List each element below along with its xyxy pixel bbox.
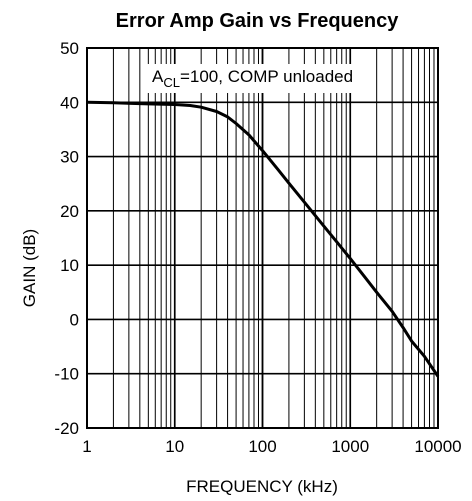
x-tick-label: 100 <box>248 437 276 456</box>
y-axis-label: GAIN (dB) <box>20 229 39 307</box>
x-tick-label: 10 <box>165 437 184 456</box>
y-tick-label: -10 <box>54 365 79 384</box>
tick-labels: 1 10 100 1000 10000 -20 -10 0 10 20 30 40 50 <box>54 39 461 456</box>
annotation-subscript: CL <box>163 75 180 90</box>
annotation-base: A <box>152 67 164 86</box>
x-tick-label: 1 <box>82 437 91 456</box>
y-tick-label: 0 <box>70 310 79 329</box>
annotation-label: ACL=100, COMP unloaded <box>152 67 353 90</box>
y-tick-label: 50 <box>60 39 79 58</box>
annotation-box <box>146 64 360 93</box>
y-tick-label: 30 <box>60 148 79 167</box>
y-tick-label: 10 <box>60 256 79 275</box>
annotation-group: ACL=100, COMP unloaded <box>146 64 360 93</box>
x-axis-label: FREQUENCY (kHz) <box>186 477 338 496</box>
x-tick-label: 10000 <box>414 437 461 456</box>
y-tick-label: 40 <box>60 93 79 112</box>
series-layer <box>86 100 440 378</box>
gain-series-line <box>86 100 440 378</box>
annotation-rest: =100, COMP unloaded <box>180 67 353 86</box>
y-tick-label: -20 <box>54 419 79 438</box>
x-tick-label: 1000 <box>331 437 369 456</box>
chart-title: Error Amp Gain vs Frequency <box>116 10 400 32</box>
y-tick-label: 20 <box>60 202 79 221</box>
plot-frame <box>86 47 439 429</box>
